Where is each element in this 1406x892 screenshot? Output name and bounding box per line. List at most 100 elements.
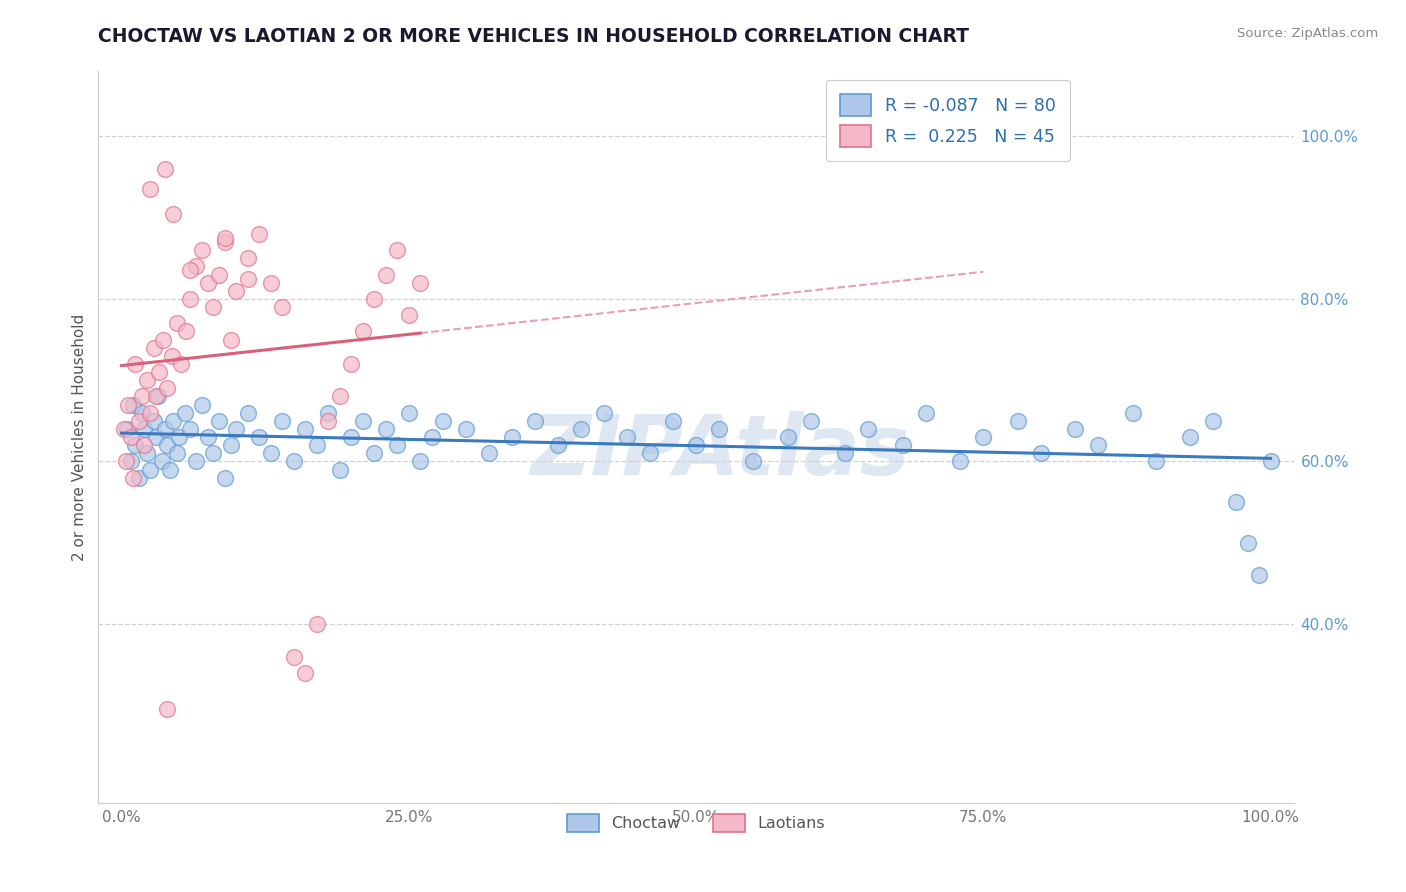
Point: [1236, 535, 1258, 549]
Point: [316, 414, 339, 428]
Point: [685, 438, 707, 452]
Point: [202, 446, 225, 460]
Point: [120, 454, 142, 468]
Point: [166, 316, 188, 330]
Point: [152, 333, 174, 347]
Point: [949, 454, 972, 468]
Point: [283, 454, 305, 468]
Point: [409, 276, 432, 290]
Point: [115, 454, 138, 468]
Point: [134, 422, 156, 436]
Point: [972, 430, 994, 444]
Point: [271, 414, 294, 428]
Point: [162, 206, 184, 220]
Point: [524, 414, 547, 428]
Point: [219, 438, 242, 452]
Point: [316, 406, 339, 420]
Point: [1178, 430, 1201, 444]
Point: [1144, 454, 1167, 468]
Point: [148, 365, 170, 379]
Legend: Choctaw, Laotians: Choctaw, Laotians: [561, 807, 831, 838]
Point: [202, 300, 225, 314]
Point: [139, 182, 162, 196]
Point: [329, 389, 352, 403]
Point: [374, 422, 396, 436]
Point: [139, 406, 162, 420]
Point: [191, 398, 214, 412]
Point: [569, 422, 592, 436]
Point: [432, 414, 454, 428]
Point: [117, 398, 139, 412]
Point: [170, 357, 193, 371]
Point: [363, 292, 385, 306]
Point: [420, 430, 443, 444]
Point: [914, 406, 936, 420]
Point: [167, 430, 190, 444]
Point: [385, 438, 409, 452]
Point: [776, 430, 799, 444]
Point: [1087, 438, 1109, 452]
Point: [159, 462, 181, 476]
Point: [305, 617, 328, 632]
Point: [1007, 414, 1029, 428]
Point: [112, 422, 135, 436]
Point: [662, 414, 685, 428]
Point: [305, 438, 328, 452]
Point: [156, 702, 179, 716]
Point: [214, 231, 236, 245]
Point: [179, 422, 201, 436]
Point: [616, 430, 638, 444]
Point: [834, 446, 856, 460]
Point: [145, 430, 167, 444]
Y-axis label: 2 or more Vehicles in Household: 2 or more Vehicles in Household: [72, 313, 87, 561]
Point: [1260, 454, 1282, 468]
Point: [800, 414, 823, 428]
Point: [148, 389, 170, 403]
Point: [260, 446, 283, 460]
Point: [135, 446, 157, 460]
Point: [398, 406, 420, 420]
Point: [179, 292, 201, 306]
Point: [1247, 568, 1270, 582]
Point: [891, 438, 914, 452]
Point: [707, 422, 730, 436]
Point: [128, 414, 150, 428]
Point: [208, 268, 231, 282]
Point: [166, 446, 188, 460]
Point: [236, 252, 259, 266]
Point: [134, 438, 156, 452]
Point: [385, 243, 409, 257]
Point: [145, 389, 167, 403]
Text: CHOCTAW VS LAOTIAN 2 OR MORE VEHICLES IN HOUSEHOLD CORRELATION CHART: CHOCTAW VS LAOTIAN 2 OR MORE VEHICLES IN…: [98, 27, 969, 45]
Point: [283, 649, 305, 664]
Point: [142, 414, 165, 428]
Point: [236, 271, 259, 285]
Point: [208, 414, 231, 428]
Point: [352, 414, 374, 428]
Point: [214, 471, 236, 485]
Point: [122, 398, 145, 412]
Point: [352, 325, 374, 339]
Point: [247, 227, 270, 241]
Point: [340, 430, 363, 444]
Point: [197, 276, 219, 290]
Point: [363, 446, 385, 460]
Point: [1064, 422, 1087, 436]
Text: ZIPAtlas: ZIPAtlas: [530, 411, 910, 492]
Point: [122, 471, 145, 485]
Point: [478, 446, 501, 460]
Point: [179, 263, 201, 277]
Point: [1225, 495, 1247, 509]
Point: [593, 406, 616, 420]
Point: [184, 454, 207, 468]
Point: [128, 471, 150, 485]
Point: [271, 300, 294, 314]
Point: [742, 454, 765, 468]
Point: [501, 430, 523, 444]
Point: [162, 414, 184, 428]
Point: [374, 268, 396, 282]
Point: [236, 406, 259, 420]
Point: [142, 341, 165, 355]
Point: [219, 333, 242, 347]
Point: [153, 422, 176, 436]
